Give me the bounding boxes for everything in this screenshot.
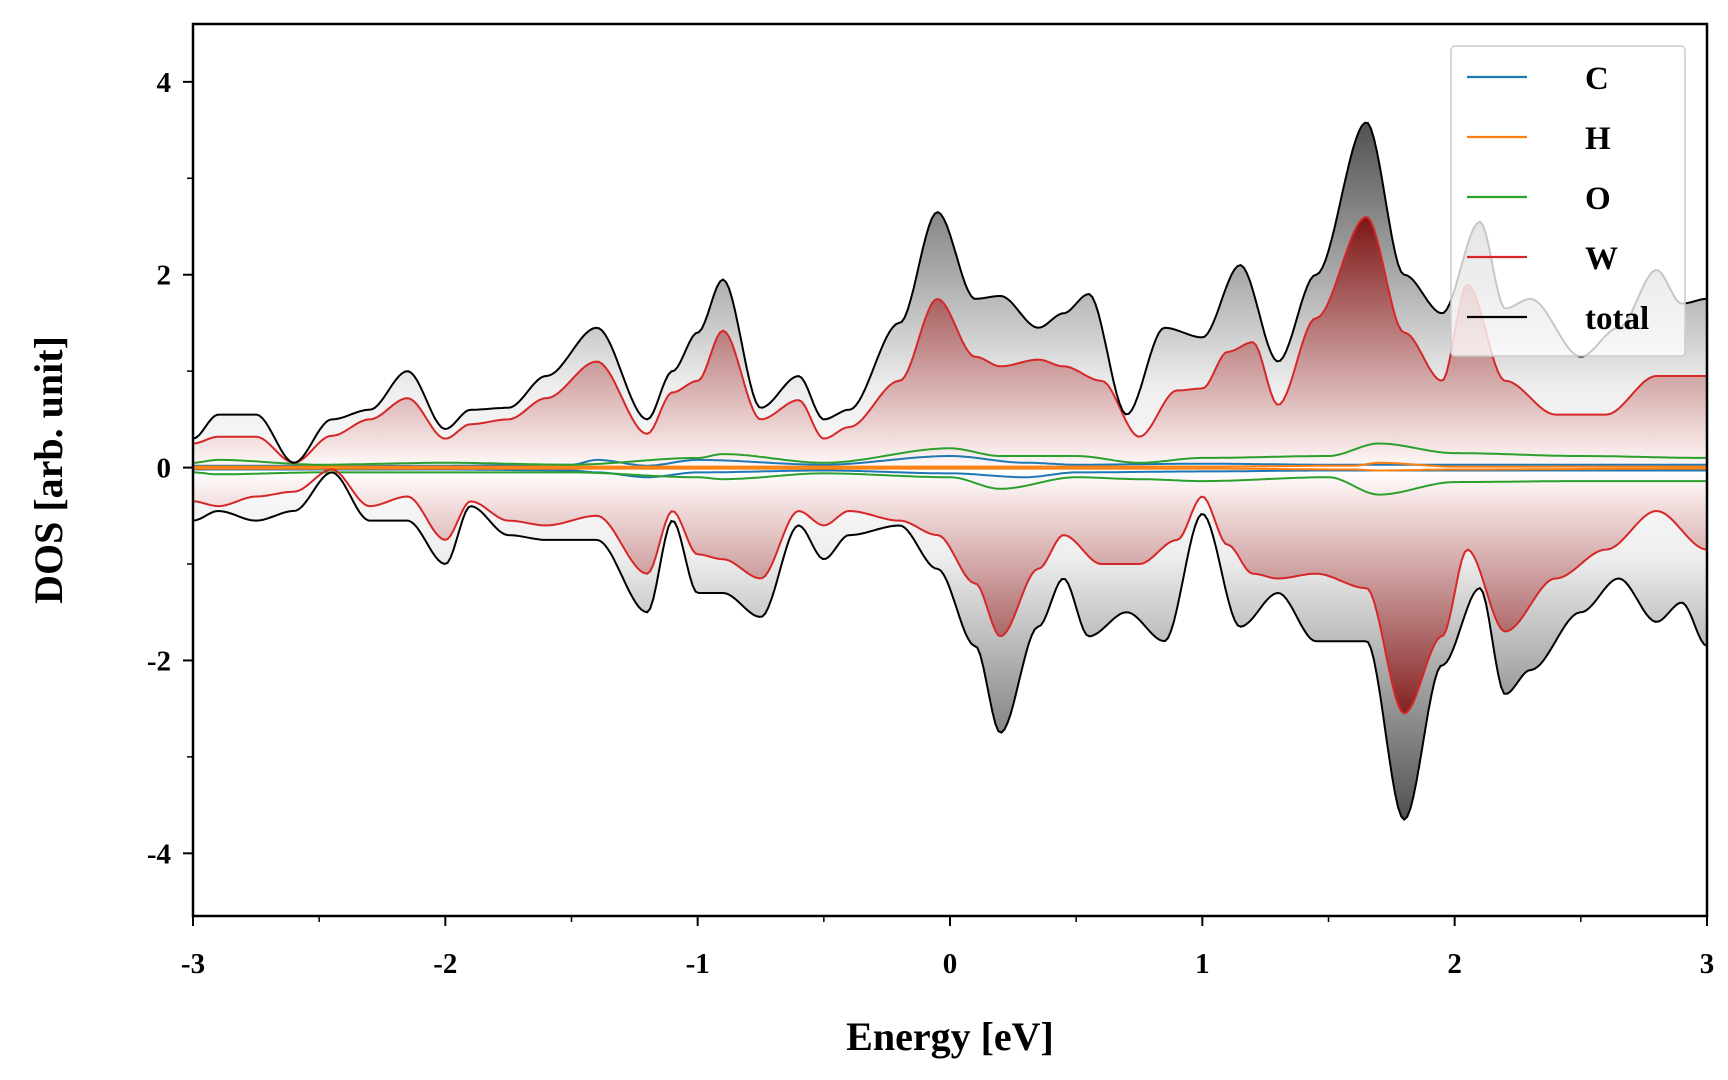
y-tick-label: 2: [157, 260, 172, 292]
x-tick-label: -1: [686, 948, 710, 980]
fill-w-spin-down: [193, 467, 1707, 714]
y-tick-label: 4: [157, 67, 172, 99]
y-axis-label: DOS [arb. unit]: [26, 336, 71, 604]
legend-label-o: O: [1585, 181, 1611, 217]
x-tick-label: 1: [1195, 948, 1210, 980]
series-line-o-spin-down: [193, 471, 1707, 496]
y-tick-label: -4: [147, 838, 171, 870]
legend-label-w: W: [1585, 241, 1618, 277]
x-axis-label: Energy [eV]: [846, 1014, 1054, 1059]
x-tick-label: 0: [943, 948, 958, 980]
series-line-w-spin-down: [193, 468, 1707, 715]
x-tick-label: -3: [181, 948, 205, 980]
series-line-h-spin-up: [193, 461, 1707, 468]
line-layer: [193, 121, 1707, 822]
series-line-h-spin-down: [193, 467, 1707, 472]
fill-layer: [193, 122, 1707, 820]
x-tick-label: 3: [1700, 948, 1715, 980]
y-tick-label: 0: [157, 453, 172, 485]
fill-w-spin-up: [193, 217, 1707, 468]
x-axis-ticks: -3 -2 -1 0 1 2 3: [181, 916, 1714, 980]
legend-label-h: H: [1585, 121, 1611, 157]
legend-label-c: C: [1585, 61, 1609, 97]
legend-box: [1450, 45, 1686, 357]
x-tick-label: -2: [433, 948, 457, 980]
legend-label-total: total: [1585, 301, 1649, 337]
x-tick-label: 2: [1447, 948, 1462, 980]
y-axis-ticks: -4 -2 0 2 4: [147, 67, 193, 870]
series-line-total-spin-down: [193, 471, 1707, 822]
series-line-o-spin-up: [193, 442, 1707, 466]
y-tick-label: -2: [147, 645, 171, 677]
